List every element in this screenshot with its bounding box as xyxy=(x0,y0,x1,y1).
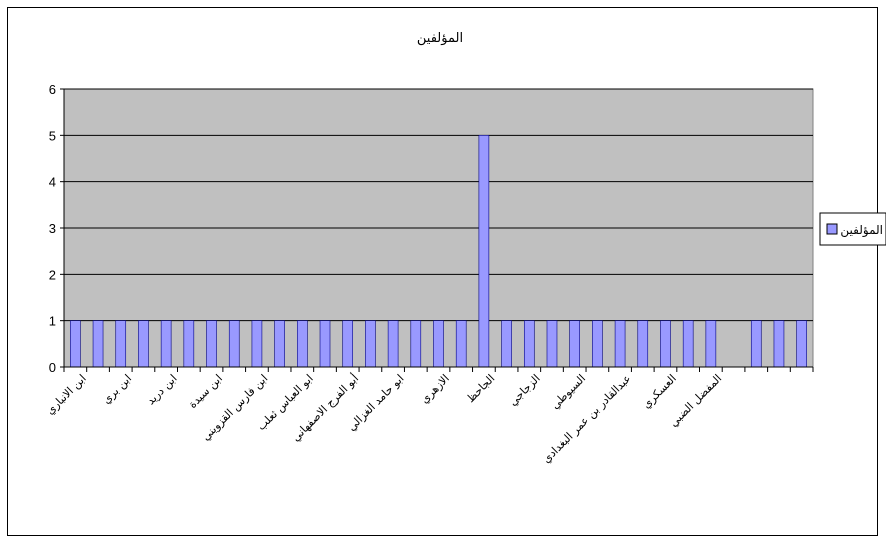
bar xyxy=(228,320,240,368)
y-tick-label: 1 xyxy=(49,314,56,329)
bar xyxy=(682,320,694,368)
bar xyxy=(70,320,81,368)
y-tick-label: 2 xyxy=(49,267,56,282)
x-tick-label: عبدالقادر بن عمر البغدادي xyxy=(540,372,634,466)
bar xyxy=(660,320,671,368)
bar xyxy=(750,320,762,368)
x-tick-label: الازهري xyxy=(418,372,452,406)
bar xyxy=(614,320,626,368)
bar xyxy=(592,320,603,368)
bar xyxy=(455,320,467,368)
bar xyxy=(365,320,376,368)
x-tick-label: ابن الانباري xyxy=(44,372,89,417)
x-tick-label: الزجاجي xyxy=(506,372,542,408)
bar xyxy=(501,320,512,368)
legend: المؤلفين xyxy=(819,212,886,246)
y-tick-label: 4 xyxy=(49,175,56,190)
bar xyxy=(433,320,444,368)
x-tick-label: ابن دريد xyxy=(144,372,179,407)
legend-swatch xyxy=(826,223,838,235)
bar xyxy=(251,320,263,368)
chart-title: المؤلفين xyxy=(417,31,463,46)
axes xyxy=(60,88,814,372)
x-tick-label: ابن سيدة xyxy=(186,372,225,411)
bar xyxy=(796,320,807,368)
bar xyxy=(387,320,399,368)
bar xyxy=(637,320,649,368)
x-tick-label: السيوطي xyxy=(548,372,588,412)
bar xyxy=(410,320,422,368)
bar xyxy=(138,320,149,368)
y-tick-labels: 0 1 2 3 4 5 6 xyxy=(49,82,56,375)
bar xyxy=(206,320,217,368)
y-tick-label: 6 xyxy=(49,82,56,97)
bar xyxy=(569,320,580,368)
bar xyxy=(478,135,490,368)
y-tick-label: 0 xyxy=(49,360,56,375)
bar xyxy=(342,320,354,368)
x-tick-label: ابن بري xyxy=(100,372,134,406)
bar xyxy=(92,320,104,368)
bar xyxy=(773,320,785,368)
bar xyxy=(705,320,717,368)
bar xyxy=(183,320,195,368)
bar xyxy=(546,320,558,368)
bar xyxy=(297,320,308,368)
x-tick-label: العسكري xyxy=(640,372,679,411)
bar xyxy=(319,320,331,368)
bar xyxy=(274,320,285,368)
x-tick-label: الجاحظ xyxy=(464,372,497,405)
y-tick-label: 5 xyxy=(49,128,56,143)
bar xyxy=(115,320,127,368)
bar xyxy=(160,320,172,368)
legend-label: المؤلفين xyxy=(840,223,883,238)
y-tick-label: 3 xyxy=(49,221,56,236)
bar xyxy=(523,320,535,368)
